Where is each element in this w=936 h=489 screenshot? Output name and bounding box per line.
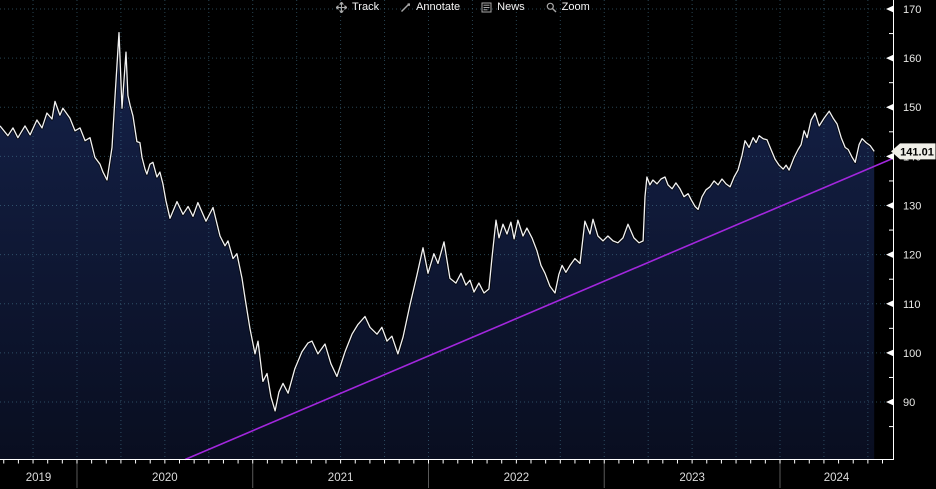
y-axis-label: 160 [903, 53, 921, 65]
news-icon [481, 2, 492, 13]
toolbar-button-label: Track [352, 1, 380, 13]
toolbar-button-label: Annotate [416, 1, 461, 13]
toolbar-button-news[interactable]: News [481, 0, 525, 15]
last-price-tag [891, 143, 936, 160]
annotate-pencil-icon [401, 3, 411, 12]
y-axis-tick-major [886, 349, 893, 357]
x-axis-year-label: 2021 [328, 472, 354, 484]
y-axis-label: 120 [903, 250, 921, 262]
y-axis-tick-major [886, 398, 893, 406]
y-axis-label: 100 [903, 348, 921, 360]
toolbar-button-annotate[interactable]: Annotate [400, 0, 460, 15]
y-axis-label: 170 [903, 4, 921, 16]
x-axis-year-label: 2019 [26, 472, 52, 484]
x-axis-year-label: 2020 [152, 472, 178, 484]
x-axis-year-label: 2024 [824, 472, 850, 484]
y-axis-label: 130 [903, 201, 921, 213]
trend-line [184, 157, 894, 461]
chart-toolbar: Track Annotate News Zoom [336, 0, 590, 15]
y-axis-label: 90 [903, 397, 915, 409]
track-crosshair-icon [336, 2, 347, 13]
zoom-magnifier-icon [546, 2, 557, 13]
price-line [0, 31, 875, 412]
y-axis-tick-major [886, 251, 893, 258]
last-price-tag-value: 141.01 [900, 146, 934, 158]
y-axis-tick-major [886, 300, 893, 307]
price-area-fill [0, 32, 875, 460]
toolbar-button-label: Zoom [561, 1, 590, 13]
y-axis-tick-major [886, 5, 893, 13]
toolbar-button-zoom[interactable]: Zoom [546, 0, 590, 15]
x-axis-year-label: 2023 [679, 472, 705, 484]
toolbar-button-label: News [497, 1, 525, 13]
toolbar-button-track[interactable]: Track [336, 0, 379, 15]
y-axis-label: 110 [903, 299, 921, 311]
x-axis-year-label: 2022 [504, 472, 530, 484]
y-axis-tick-major [886, 54, 893, 62]
y-axis-tick-major [886, 202, 893, 209]
y-axis-tick-major [886, 153, 893, 160]
y-axis-tick-major [886, 104, 893, 111]
y-axis-label: 150 [903, 102, 921, 114]
